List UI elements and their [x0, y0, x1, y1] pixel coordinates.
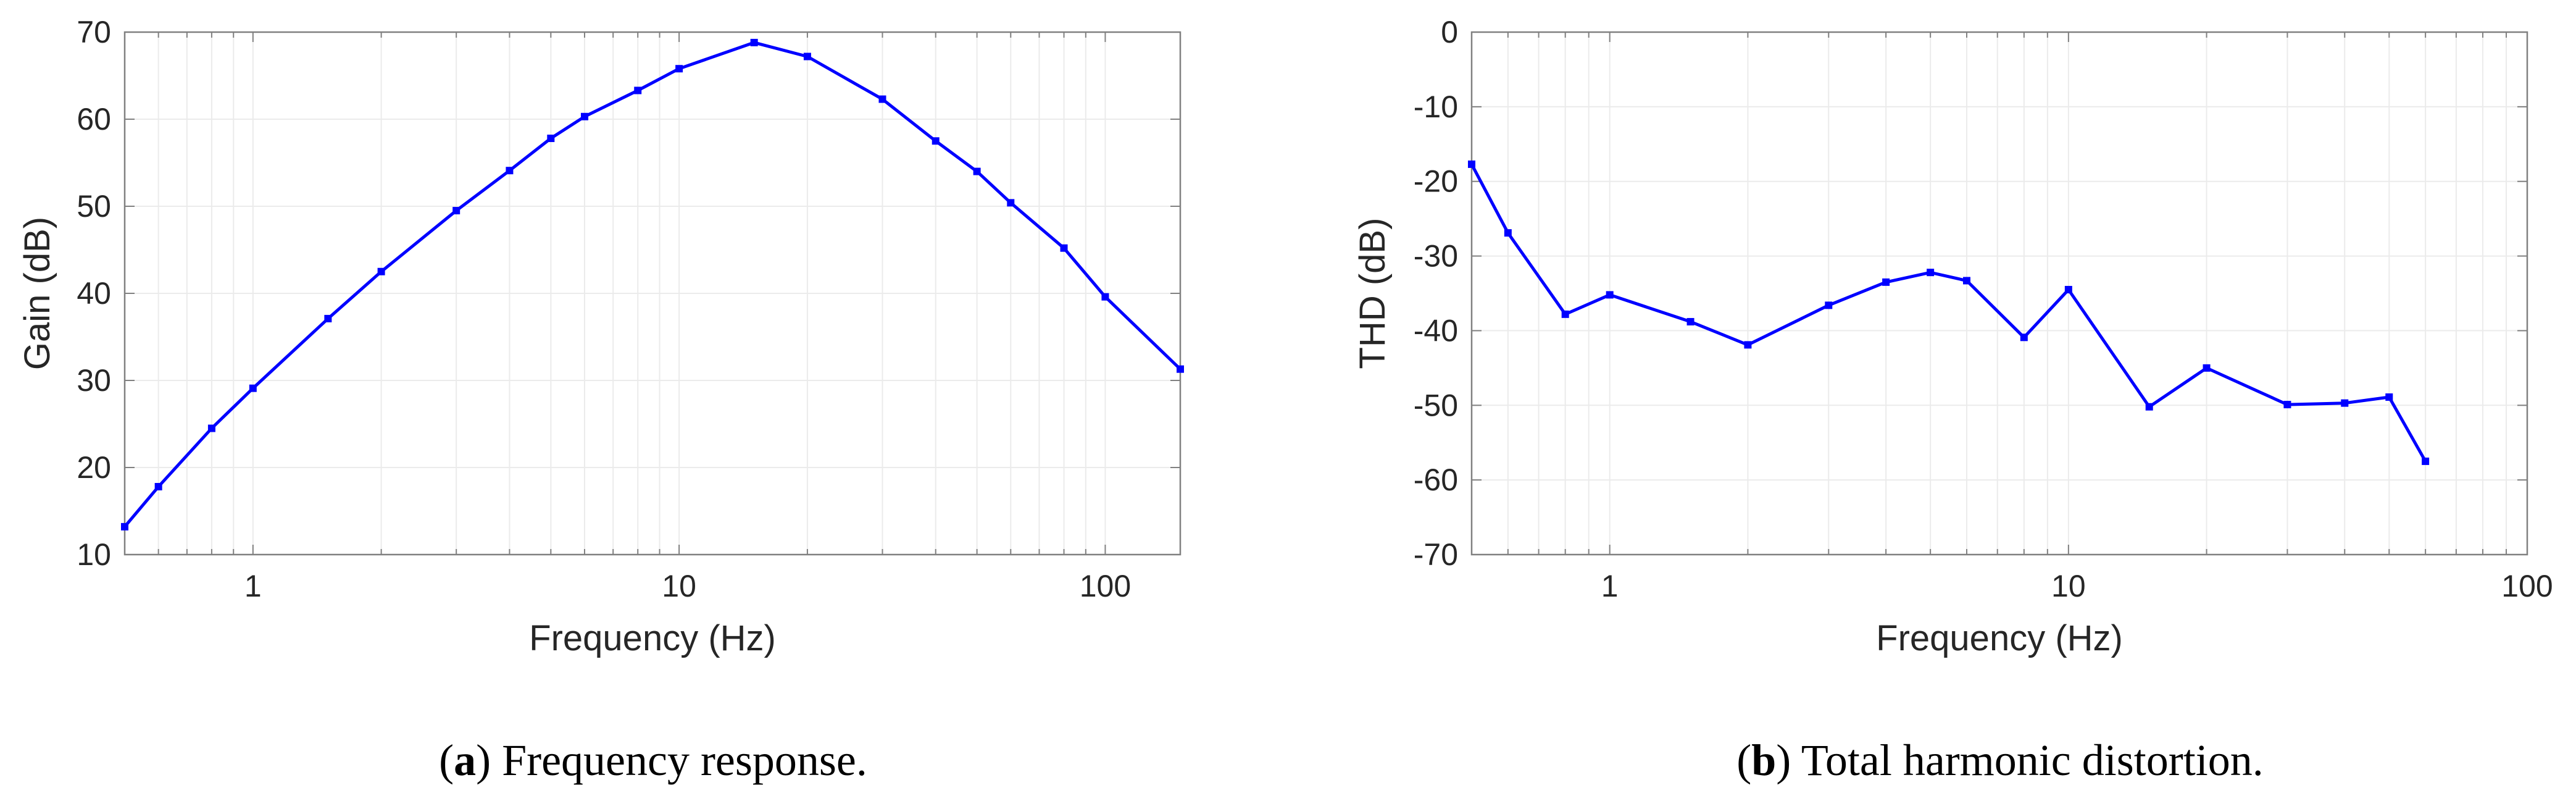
x-tick-label: 100: [1080, 569, 1131, 603]
y-tick-label: -20: [1414, 164, 1458, 199]
caption-a: (a) Frequency response.: [439, 736, 867, 785]
data-point: [207, 424, 215, 432]
data-point: [932, 137, 940, 145]
caption-b: (b) Total harmonic distortion.: [1736, 736, 2264, 785]
plot-frame: [1470, 31, 2528, 556]
data-point: [1060, 244, 1068, 252]
x-tick-label: 10: [2051, 569, 2086, 603]
data-point: [2064, 285, 2072, 293]
data-point: [2145, 403, 2153, 411]
data-point: [1101, 293, 1109, 301]
data-point: [1177, 365, 1184, 373]
data-point: [675, 65, 683, 73]
chart-frequency-response: 1 10 100 10 20 30 40 50 60 70 Frequency (Hz) Gain (…: [17, 15, 1184, 658]
data-point: [1606, 291, 1614, 299]
x-axis-label: Frequency (Hz): [1876, 618, 2123, 658]
data-point: [377, 267, 385, 275]
data-point: [2020, 333, 2028, 342]
y-axis-label: Gain (dB): [17, 217, 57, 370]
data-point: [1007, 199, 1015, 207]
data-point: [324, 314, 332, 322]
y-tick-label: 20: [77, 450, 111, 485]
y-tick-label: -60: [1414, 463, 1458, 497]
data-point: [452, 207, 461, 215]
data-point: [634, 86, 642, 94]
data-point: [1561, 310, 1569, 318]
y-tick-label: -30: [1414, 239, 1458, 274]
data-point: [2341, 399, 2349, 407]
chart-total-harmonic-distortion: 1 10 100 -70 -60 -50 -40 -30 -20 -10 0 Frequency (H…: [1353, 15, 2553, 658]
y-tick-label: 0: [1441, 15, 1458, 49]
y-tick-label: -70: [1414, 537, 1458, 572]
y-tick-label: -50: [1414, 388, 1458, 422]
x-tick-label: 1: [244, 569, 262, 603]
data-point: [1962, 277, 1970, 285]
data-point: [506, 167, 514, 175]
data-point: [2203, 364, 2211, 372]
data-point: [878, 95, 886, 103]
y-tick-label: 60: [77, 102, 111, 136]
y-tick-label: -10: [1414, 90, 1458, 124]
data-point: [249, 384, 257, 392]
data-point: [547, 135, 555, 143]
data-point: [750, 38, 758, 46]
data-point: [1927, 269, 1935, 277]
x-tick-label: 10: [662, 569, 696, 603]
data-point: [580, 112, 588, 120]
data-point: [1882, 278, 1890, 286]
data-point: [121, 522, 128, 531]
x-tick-label: 1: [1601, 569, 1619, 603]
data-point: [2283, 401, 2291, 409]
y-tick-label: 10: [77, 537, 111, 572]
y-tick-label: 40: [77, 276, 111, 311]
series-line: [123, 41, 1182, 528]
data-point: [973, 167, 981, 175]
y-tick-label: 30: [77, 363, 111, 398]
data-point: [1504, 229, 1512, 237]
y-tick-label: -40: [1414, 313, 1458, 348]
x-tick-label: 100: [2501, 569, 2553, 603]
data-point: [2422, 457, 2430, 465]
data-point: [1744, 341, 1752, 349]
data-point: [2385, 393, 2393, 401]
y-axis-label: THD (dB): [1353, 218, 1393, 369]
grid: [1471, 31, 2528, 555]
y-tick-label: 50: [77, 189, 111, 224]
series-line: [1470, 163, 2427, 463]
data-point: [1468, 160, 1475, 168]
y-tick-label: 70: [77, 15, 111, 49]
data-point: [1686, 317, 1694, 325]
x-axis-label: Frequency (Hz): [529, 618, 776, 658]
data-point: [803, 52, 811, 61]
data-point: [1825, 301, 1833, 309]
data-point: [154, 483, 162, 491]
grid: [124, 31, 1180, 555]
